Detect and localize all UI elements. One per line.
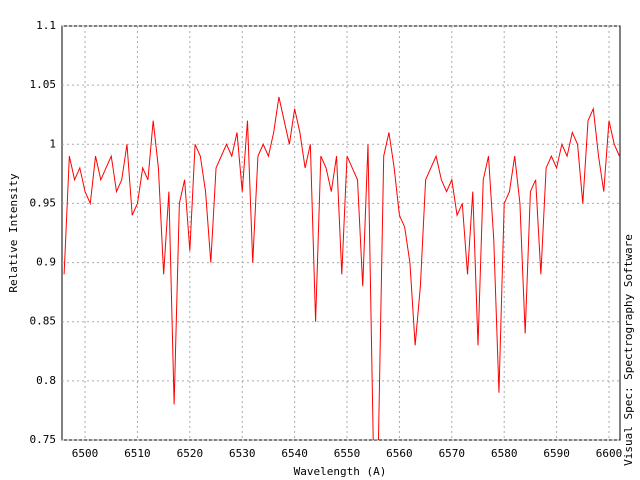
y-tick-label: 0.8	[36, 374, 56, 387]
x-tick-label: 6580	[491, 447, 518, 460]
x-tick-label: 6500	[72, 447, 99, 460]
x-tick-label: 6550	[334, 447, 361, 460]
y-tick-label: 0.95	[30, 196, 57, 209]
x-tick-label: 6560	[386, 447, 413, 460]
x-tick-label: 6530	[229, 447, 256, 460]
y-axis-label: Relative Intensity	[7, 173, 20, 293]
y-tick-label: 1.05	[30, 78, 57, 91]
x-axis-label: Wavelength (A)	[294, 465, 387, 478]
y-tick-label: 0.85	[30, 315, 57, 328]
plot-frame	[61, 25, 621, 441]
x-tick-label: 6600	[596, 447, 623, 460]
x-tick-label: 6570	[439, 447, 466, 460]
y-tick-label: 1.1	[36, 19, 56, 32]
x-tick-label: 6510	[124, 447, 151, 460]
y-tick-label: 0.9	[36, 256, 56, 269]
x-tick-label: 6540	[281, 447, 308, 460]
annotation: Visual Spec: Spectrography Software	[622, 234, 635, 466]
x-tick-label: 6590	[543, 447, 570, 460]
spectrum-line	[63, 96, 620, 440]
y-tick-label: 1	[49, 137, 56, 150]
x-tick-label: 6520	[177, 447, 204, 460]
y-tick-label: 0.75	[30, 433, 57, 446]
